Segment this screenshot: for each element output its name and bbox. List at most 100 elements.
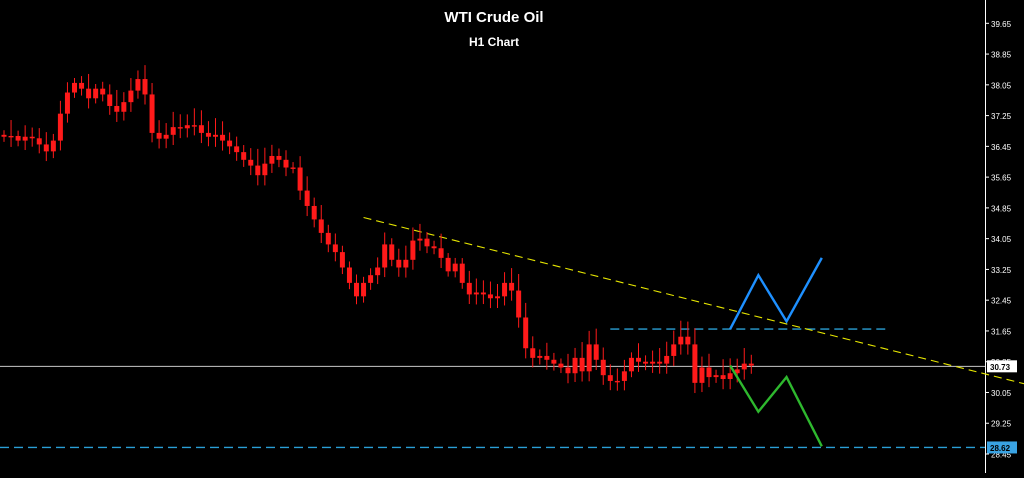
- candle-body: [22, 136, 28, 141]
- candle-body: [255, 165, 261, 176]
- candle-body: [100, 88, 106, 95]
- candle-body: [241, 152, 247, 160]
- candle-body: [741, 363, 747, 370]
- current-price-tag: 30.73: [990, 363, 1011, 372]
- candle-body: [671, 344, 677, 356]
- candle-body: [135, 79, 141, 91]
- candle-body: [114, 105, 120, 112]
- candle-body: [445, 257, 451, 272]
- candle-body: [579, 357, 585, 372]
- candle-body: [628, 357, 634, 372]
- candle-body: [50, 140, 56, 152]
- y-tick-label: 37.25: [991, 112, 1012, 121]
- candle-body: [198, 125, 204, 133]
- candle-body: [551, 359, 557, 364]
- projections-group: [729, 257, 823, 447]
- reference-lines: [0, 216, 1024, 449]
- y-tick-label: 34.05: [991, 235, 1012, 244]
- candle-body: [346, 267, 352, 283]
- candle-body: [311, 205, 317, 220]
- candle-body: [375, 267, 381, 276]
- candle-body: [227, 140, 233, 147]
- candle-body: [657, 361, 663, 364]
- candle-body: [86, 88, 92, 99]
- y-tick-label: 38.05: [991, 81, 1012, 90]
- candle-body: [487, 294, 493, 299]
- candle-body: [565, 367, 571, 374]
- candle-body: [389, 244, 395, 260]
- candle-body: [368, 275, 374, 283]
- candle-body: [318, 219, 324, 233]
- candle-body: [8, 135, 14, 138]
- candle-body: [636, 357, 641, 362]
- candle-body: [262, 163, 268, 176]
- candle-body: [15, 135, 21, 141]
- candle-body: [452, 263, 458, 272]
- candle-body: [699, 367, 705, 383]
- candle-body: [354, 282, 359, 297]
- candle-body: [121, 102, 127, 112]
- candle-body: [607, 375, 613, 381]
- candle-body: [544, 355, 550, 360]
- candles-group: [1, 65, 754, 394]
- candle-body: [558, 363, 564, 368]
- candle-body: [170, 127, 176, 135]
- candle-body: [480, 292, 486, 295]
- candle-body: [650, 361, 656, 364]
- candle-body: [713, 375, 719, 378]
- candle-body: [403, 259, 409, 268]
- candle-body: [692, 344, 698, 383]
- y-tick-label: 35.65: [991, 174, 1012, 183]
- candle-body: [149, 94, 155, 133]
- candle-body: [283, 159, 289, 168]
- candle-body: [332, 244, 338, 253]
- candle-body: [614, 380, 620, 383]
- candle-body: [572, 357, 578, 374]
- support-price-tag-bg: [987, 441, 1017, 454]
- candle-body: [720, 375, 726, 380]
- candle-body: [643, 361, 649, 364]
- current-price-tag-bg: [987, 360, 1017, 373]
- candle-body: [431, 246, 437, 249]
- candle-body: [36, 138, 42, 145]
- candle-body: [184, 125, 190, 129]
- y-tick-label: 29.25: [991, 420, 1012, 429]
- candle-body: [269, 155, 275, 164]
- candle-body: [417, 238, 423, 241]
- candle-body: [396, 259, 402, 268]
- candle-body: [537, 355, 543, 358]
- chart-subtitle: H1 Chart: [468, 35, 519, 49]
- candle-body: [156, 132, 162, 139]
- candle-body: [57, 113, 63, 141]
- candle-body: [163, 134, 169, 139]
- support-price-tag: 28.62: [990, 444, 1011, 453]
- candle-body: [664, 355, 670, 364]
- candle-body: [276, 155, 282, 160]
- candle-body: [727, 373, 733, 380]
- candle-body: [586, 344, 592, 372]
- candle-body: [1, 134, 7, 137]
- candle-body: [410, 240, 416, 260]
- candle-body: [466, 282, 472, 295]
- candle-body: [234, 146, 240, 153]
- y-tick-label: 38.85: [991, 51, 1012, 60]
- candle-body: [734, 369, 740, 374]
- candle-body: [600, 359, 606, 376]
- candle-body: [93, 88, 99, 99]
- y-tick-label: 31.65: [991, 327, 1012, 336]
- bearish-projection: [729, 364, 823, 447]
- candle-body: [43, 144, 49, 152]
- candle-body: [685, 336, 691, 345]
- bullish-projection: [729, 257, 823, 330]
- candle-body: [205, 132, 211, 137]
- candle-body: [523, 317, 529, 349]
- candle-body: [177, 127, 183, 129]
- trendline: [363, 216, 1024, 385]
- candle-body: [459, 263, 465, 283]
- candle-body: [473, 292, 479, 295]
- candle-body: [509, 282, 515, 291]
- candle-body: [64, 92, 70, 114]
- candle-body: [29, 136, 35, 139]
- candle-body: [107, 94, 113, 106]
